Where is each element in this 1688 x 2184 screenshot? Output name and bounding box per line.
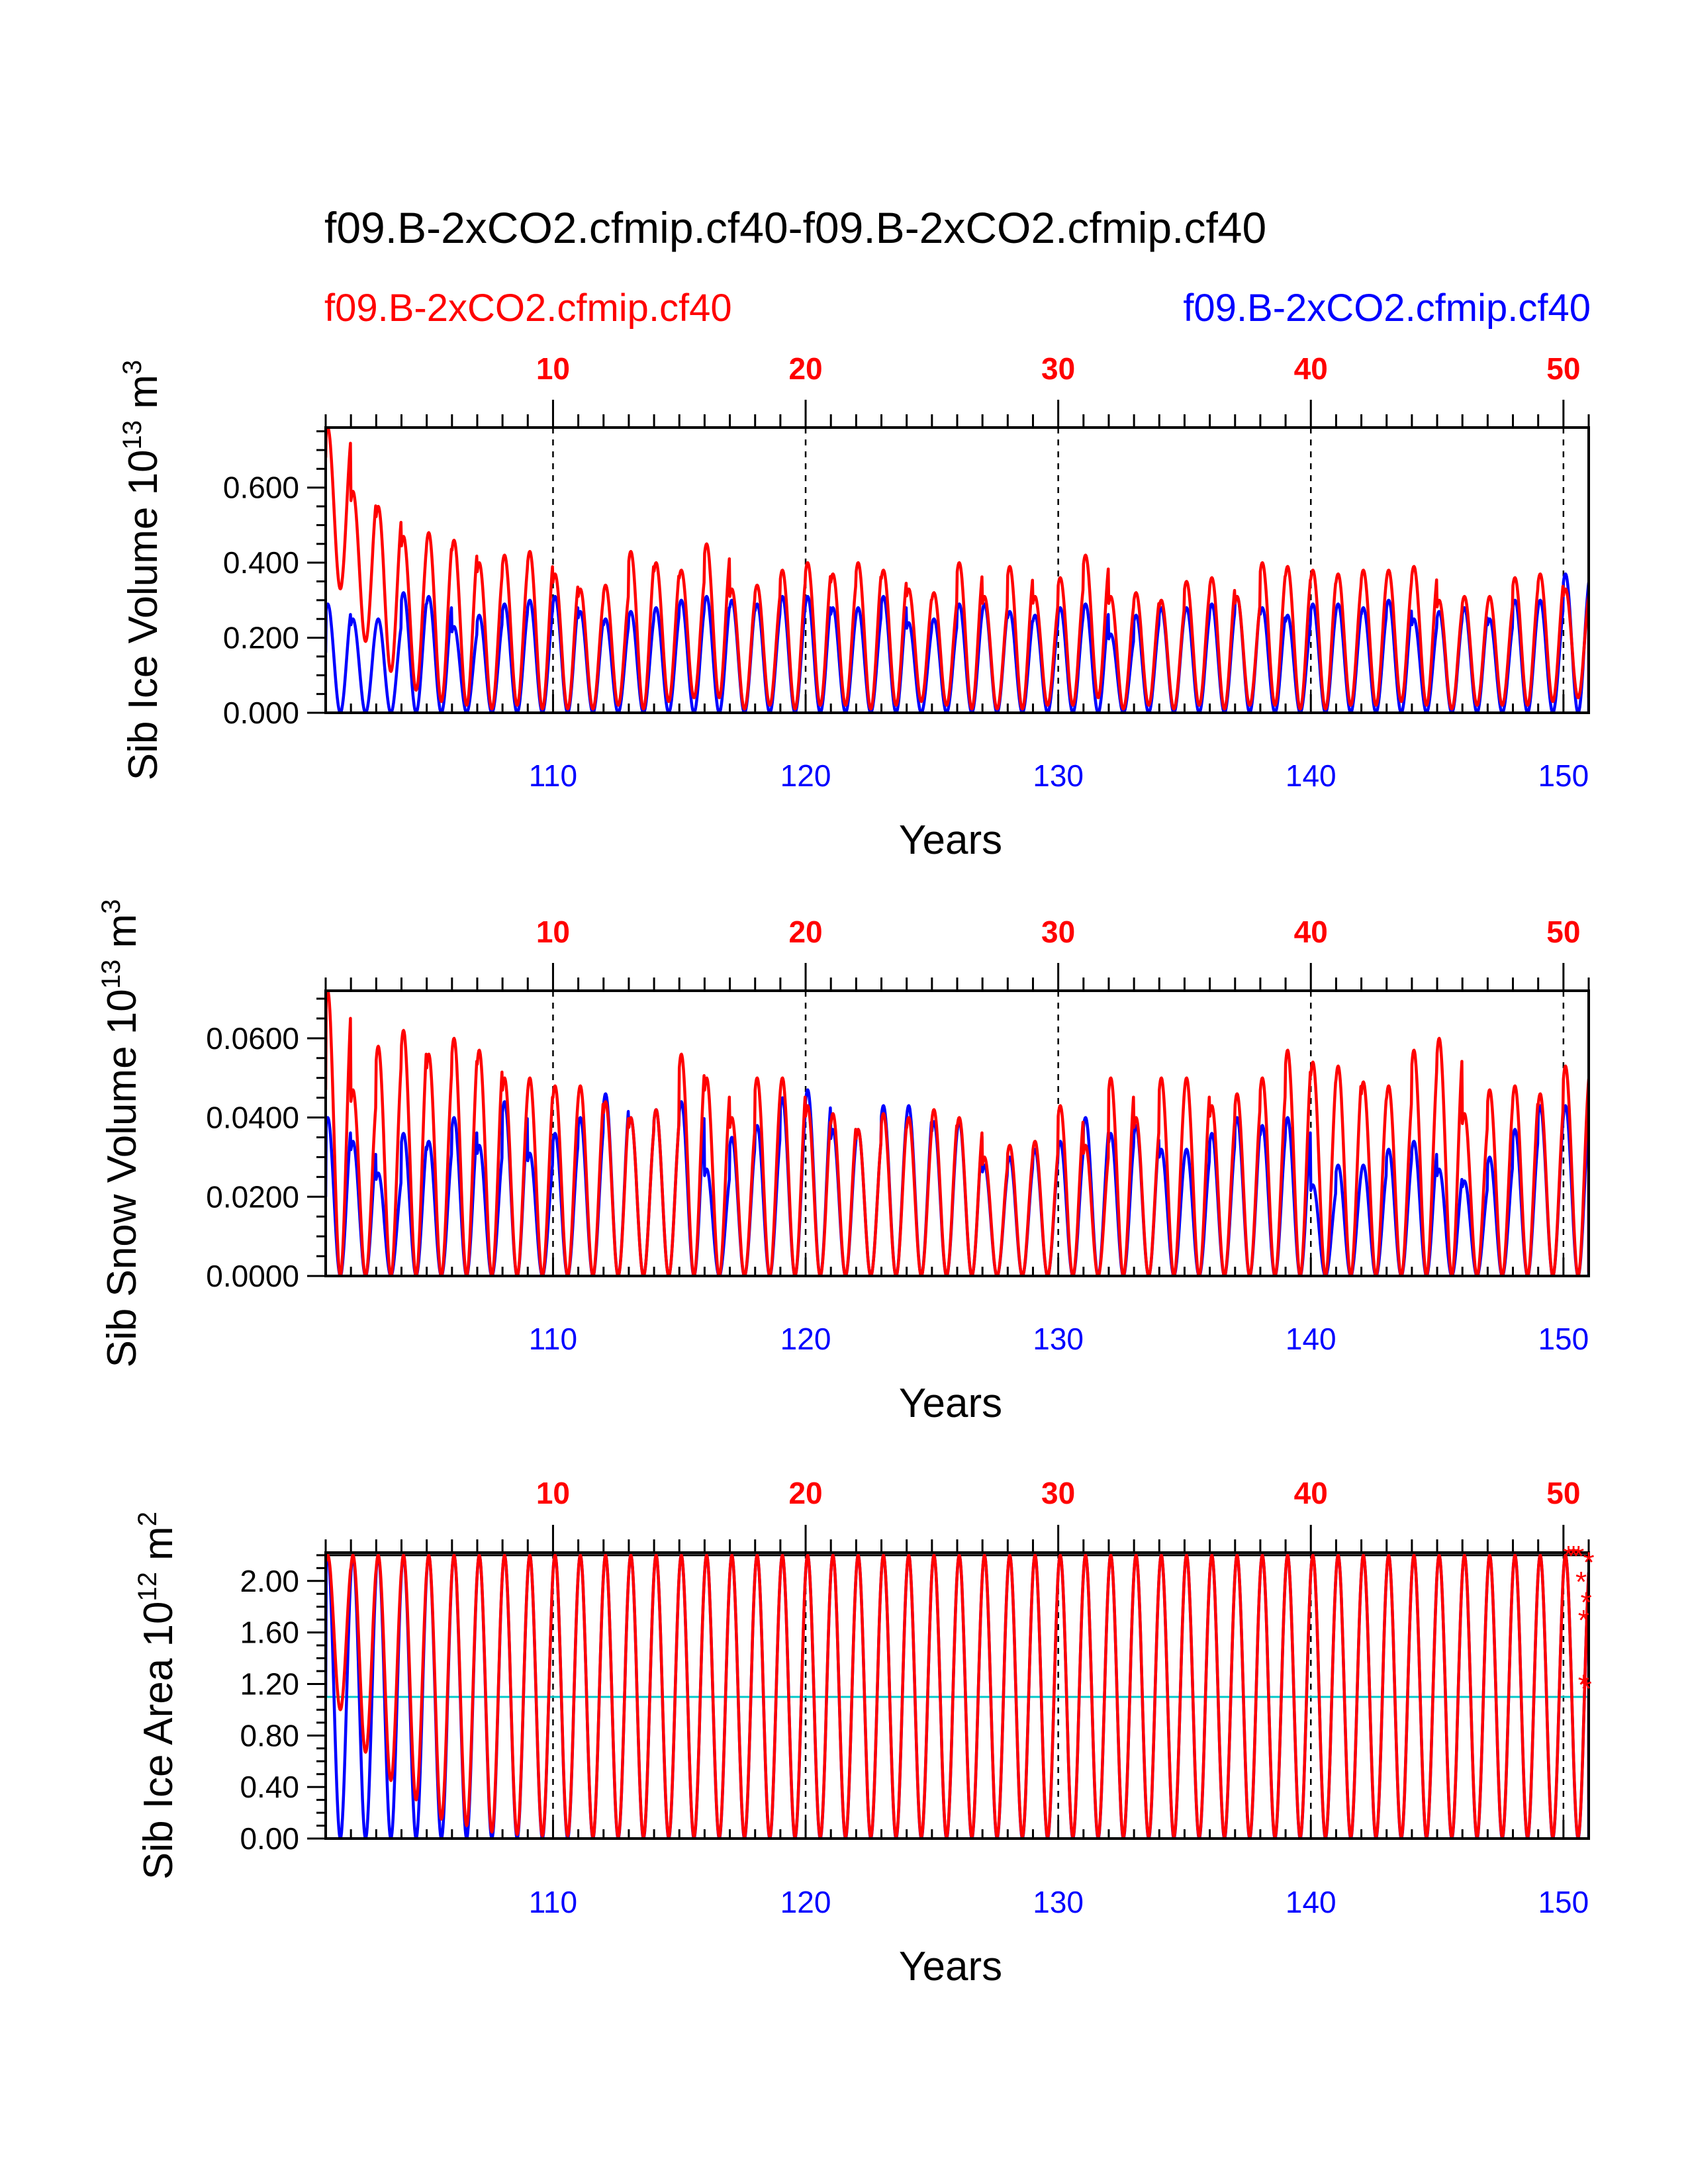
star-marker: * <box>1583 1547 1594 1579</box>
y-tick-label: 0.600 <box>223 471 299 505</box>
legend-case1-label: f09.B-2xCO2.cfmip.cf40 <box>324 287 732 330</box>
x-tick-label-top: 50 <box>1546 1476 1580 1510</box>
x-tick-label-bottom: 130 <box>1033 1322 1084 1356</box>
x-tick-label-top: 20 <box>788 1476 822 1510</box>
x-tick-label-bottom: 140 <box>1286 758 1336 793</box>
legend-case2-label: f09.B-2xCO2.cfmip.cf40 <box>1183 287 1591 330</box>
x-axis-label: Years <box>899 1381 1002 1426</box>
y-tick-label: 0.400 <box>223 545 299 580</box>
x-tick-label-top: 10 <box>536 351 570 386</box>
plot-area <box>326 991 1589 1276</box>
star-marker: * <box>1578 1604 1589 1637</box>
star-marker: * <box>1581 1586 1592 1619</box>
y-tick-label: 0.0600 <box>206 1021 299 1056</box>
y-tick-label: 0.0000 <box>206 1259 299 1293</box>
x-tick-label-top: 50 <box>1546 915 1580 949</box>
x-tick-label-top: 40 <box>1294 1476 1328 1510</box>
y-tick-label: 1.60 <box>240 1615 299 1650</box>
plot-area <box>326 1553 1589 1839</box>
x-tick-label-top: 30 <box>1041 1476 1075 1510</box>
x-tick-label-bottom: 120 <box>780 1322 831 1356</box>
x-axis-label: Years <box>899 817 1002 863</box>
y-tick-label: 0.00 <box>240 1821 299 1856</box>
star-marker: * <box>1575 1566 1587 1598</box>
y-axis-label: Sib Ice Volume 1013 m3 <box>118 360 166 780</box>
x-tick-label-top: 40 <box>1294 915 1328 949</box>
x-tick-label-bottom: 110 <box>529 758 577 793</box>
y-tick-label: 0.80 <box>240 1718 299 1752</box>
x-tick-label-bottom: 150 <box>1538 758 1589 793</box>
x-tick-label-bottom: 140 <box>1286 1322 1336 1356</box>
series-line-case1 <box>326 428 1589 711</box>
x-tick-label-bottom: 130 <box>1033 1885 1084 1919</box>
x-tick-label-bottom: 110 <box>529 1322 577 1356</box>
x-tick-label-bottom: 120 <box>780 1885 831 1919</box>
star-marker: * <box>1568 1540 1579 1572</box>
x-tick-label-bottom: 120 <box>780 758 831 793</box>
x-tick-label-top: 30 <box>1041 915 1075 949</box>
y-tick-label: 1.20 <box>240 1666 299 1701</box>
x-tick-label-top: 20 <box>788 351 822 386</box>
x-axis-label: Years <box>899 1944 1002 1989</box>
panel-ice-volume: 0.000 0.200 0.400 0.600 110 120 130 140 150 10 20 3… <box>118 351 1590 863</box>
y-tick-label: 0.0400 <box>206 1101 299 1135</box>
y-axis-label: Sib Ice Area 1012 m2 <box>133 1512 181 1880</box>
figure-title: f09.B-2xCO2.cfmip.cf40-f09.B-2xCO2.cfmip… <box>324 203 1266 252</box>
y-tick-label: 0.0200 <box>206 1179 299 1214</box>
series-line-case1 <box>326 1553 1589 1839</box>
x-tick-label-top: 20 <box>788 915 822 949</box>
y-axis-label: Sib Snow Volume 1013 m3 <box>97 899 145 1368</box>
x-tick-label-top: 40 <box>1294 351 1328 386</box>
x-tick-label-top: 10 <box>536 1476 570 1510</box>
x-tick-label-bottom: 130 <box>1033 758 1084 793</box>
panel-snow-volume: 0.0000 0.0200 0.0400 0.0600 110 120 130 140 150 1… <box>97 899 1590 1426</box>
x-tick-label-top: 10 <box>536 915 570 949</box>
star-marker: * <box>1573 1540 1584 1572</box>
y-tick-label: 0.000 <box>223 696 299 730</box>
x-tick-label-bottom: 110 <box>529 1885 577 1919</box>
y-tick-label: 2.00 <box>240 1564 299 1598</box>
star-marker: * <box>1581 1672 1592 1705</box>
plot-area <box>326 428 1589 713</box>
star-marker: * <box>1578 1668 1589 1701</box>
x-tick-label-bottom: 150 <box>1538 1322 1589 1356</box>
y-tick-label: 0.40 <box>240 1770 299 1804</box>
star-marker: * <box>1563 1540 1574 1572</box>
x-tick-label-top: 30 <box>1041 351 1075 386</box>
series-line-case1 <box>326 991 1589 1276</box>
x-tick-label-bottom: 140 <box>1286 1885 1336 1919</box>
x-tick-label-top: 50 <box>1546 351 1580 386</box>
panel-ice-area: 0.00 0.40 0.80 1.20 1.60 2.00 110 120 130 140 150 1… <box>133 1476 1595 1989</box>
x-tick-label-bottom: 150 <box>1538 1885 1589 1919</box>
y-tick-label: 0.200 <box>223 621 299 655</box>
